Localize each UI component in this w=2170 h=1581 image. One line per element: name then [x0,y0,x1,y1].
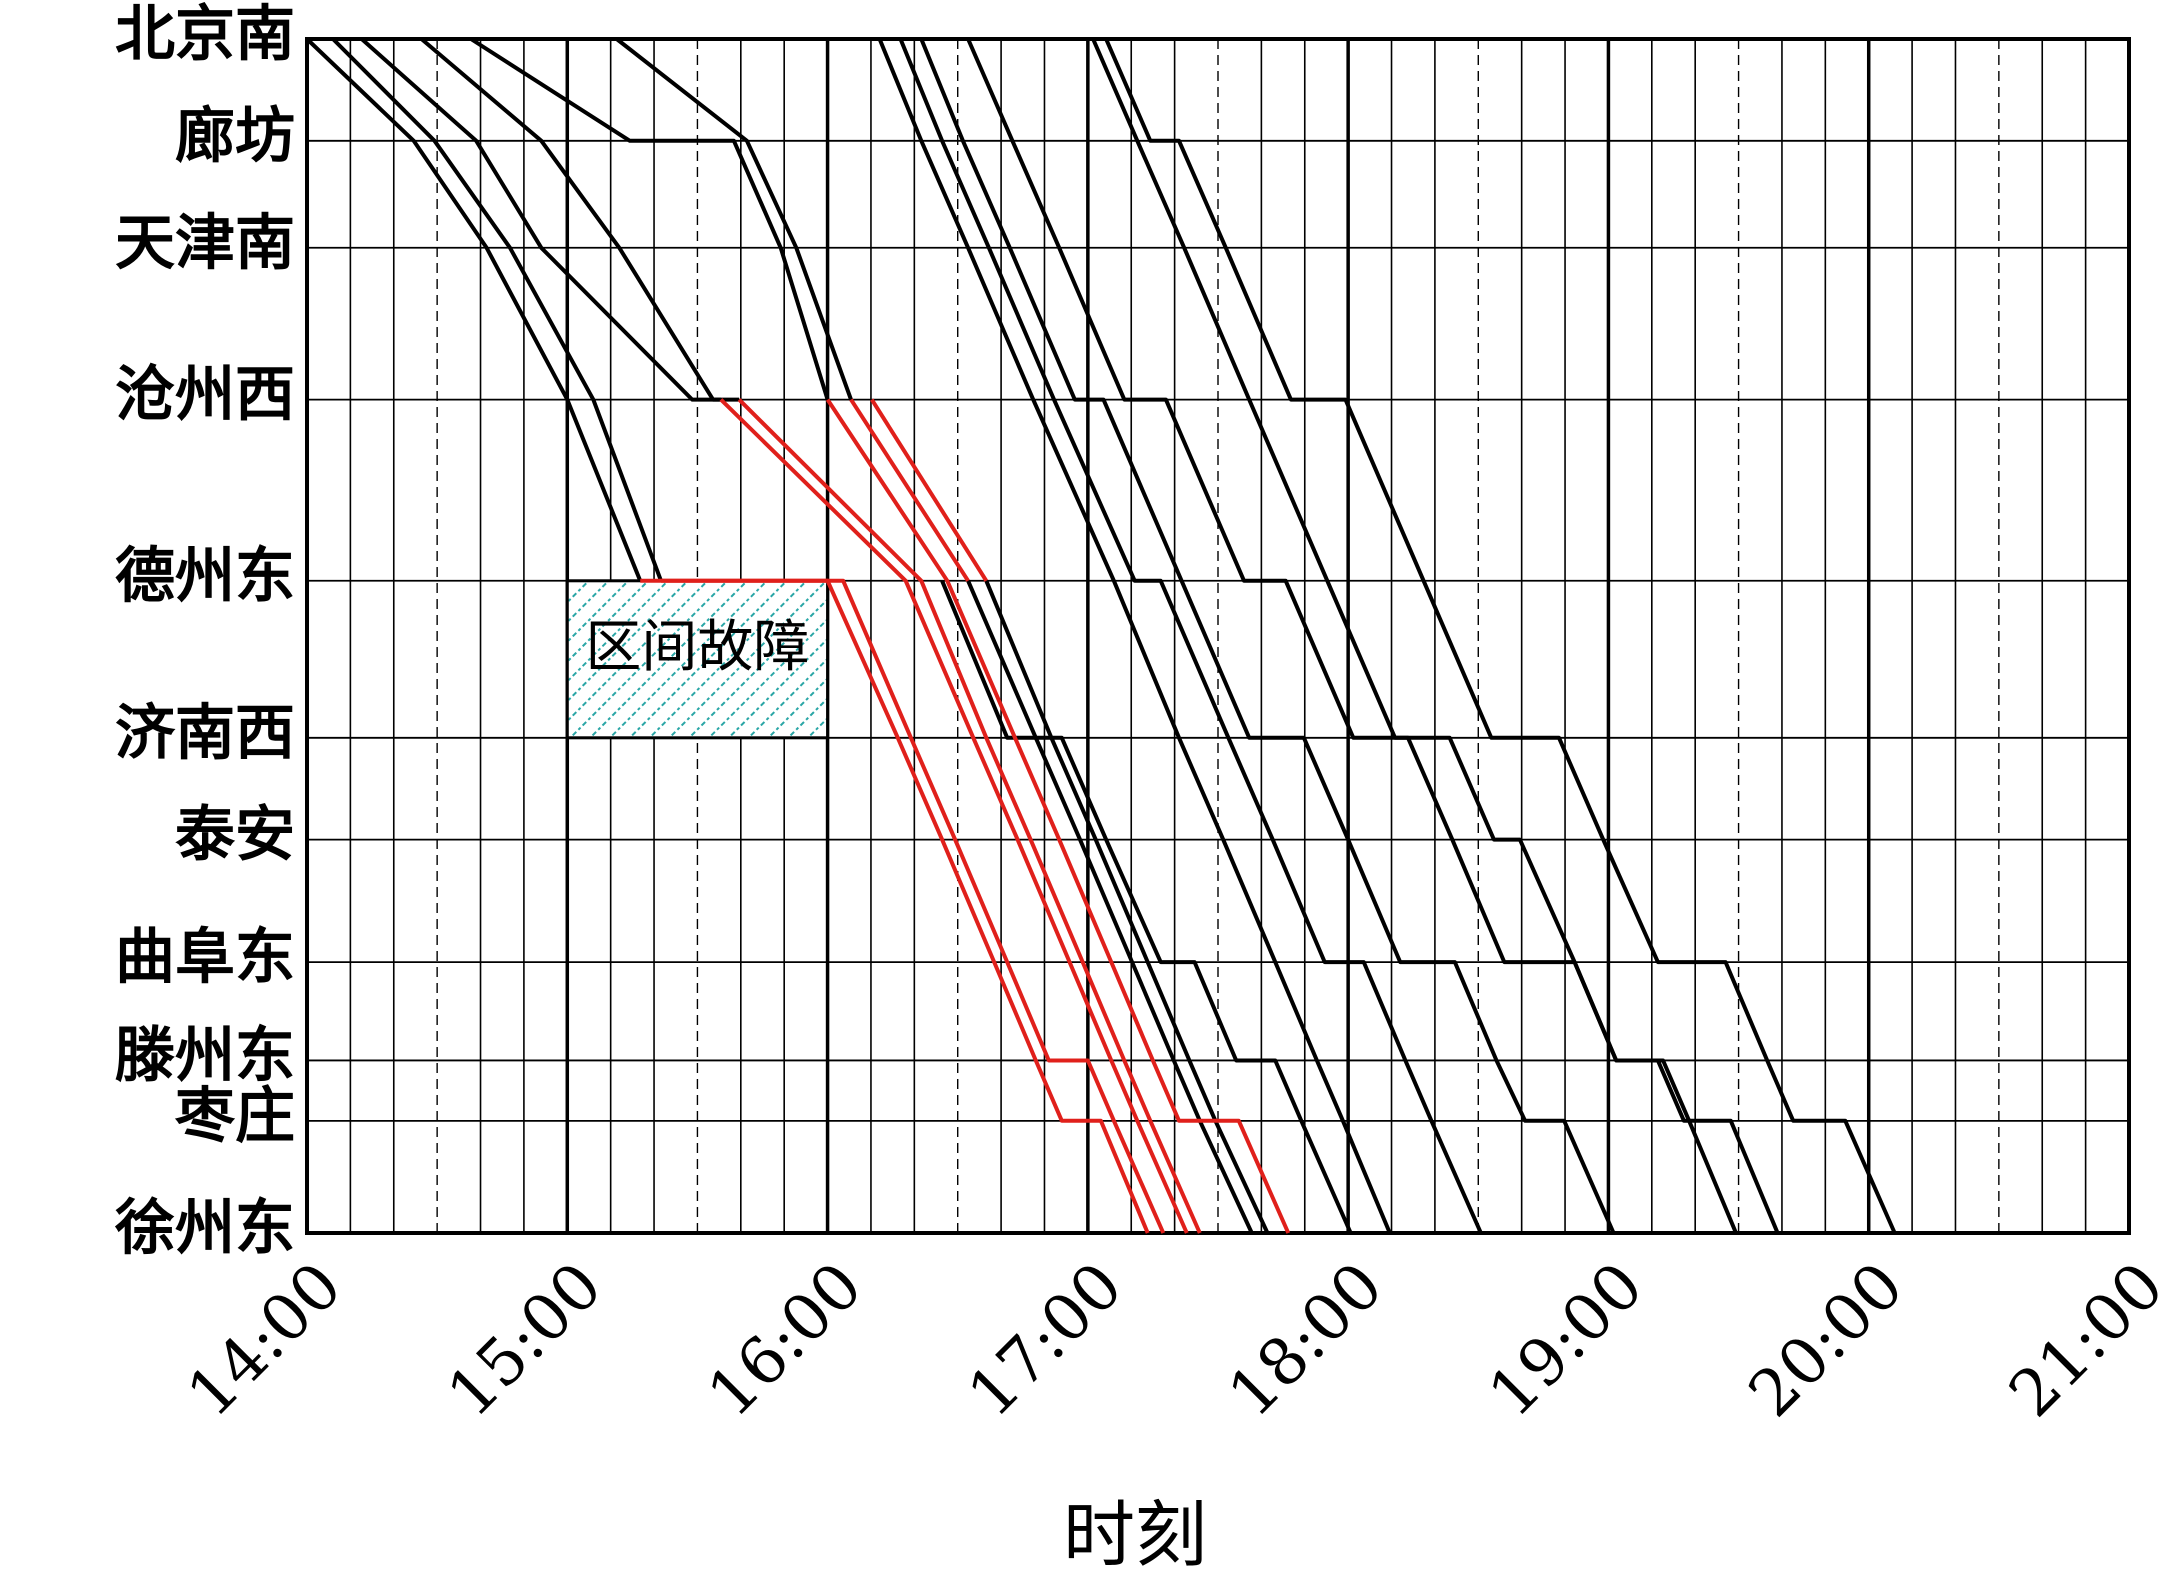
fault-box [565,579,830,740]
plot-frame [305,37,2131,1235]
train-path [877,38,1392,1234]
train-path [966,580,1254,1234]
annotation: 区间故障 [565,579,830,740]
train-path [469,37,830,401]
x-tick-label: 17:00 [954,1249,1137,1432]
y-tick-label: 徐州东 [114,1194,295,1264]
x-tick-label: 21:00 [1996,1249,2170,1432]
train-path [331,37,663,582]
y-tick-label: 济南西 [115,698,295,768]
train-path [919,38,1616,1234]
train-path [870,398,988,582]
y-tick-label: 德州东 [115,541,295,611]
x-tick-label: 18:00 [1215,1249,1398,1432]
train-path [640,578,1150,1234]
x-axis-title: 时刻 [1063,1493,1207,1577]
train-path [737,398,1202,1234]
y-tick-label: 枣庄 [174,1081,295,1151]
y-tick-label: 泰安 [175,800,295,870]
train-path [825,398,1291,1234]
y-tick-label: 沧州西 [115,360,295,430]
y-tick-label: 曲阜东 [115,923,295,993]
x-tick-label: 16:00 [694,1249,877,1432]
x-tick-label: 14:00 [174,1249,357,1432]
x-tick-label: 15:00 [434,1249,617,1432]
train-path [305,37,643,582]
y-tick-label: 廊坊 [175,101,295,171]
train-path [615,37,853,401]
train-path [898,38,1483,1234]
annotation-text: 区间故障 [585,615,809,680]
y-tick-label: 天津南 [115,208,295,278]
train-path [1091,38,1780,1234]
y-tick-label: 滕州东 [115,1021,295,1091]
train-path [360,37,721,402]
x-tick-label: 19:00 [1475,1249,1658,1432]
train-path [661,578,1166,1234]
train-paths [305,37,1897,1234]
train-path [719,398,1189,1234]
x-tick-label: 20:00 [1735,1249,1918,1432]
y-tick-label: 北京南 [115,0,295,70]
train-path [940,580,1353,1234]
train-path [1104,38,1897,1234]
train-path [849,398,970,582]
